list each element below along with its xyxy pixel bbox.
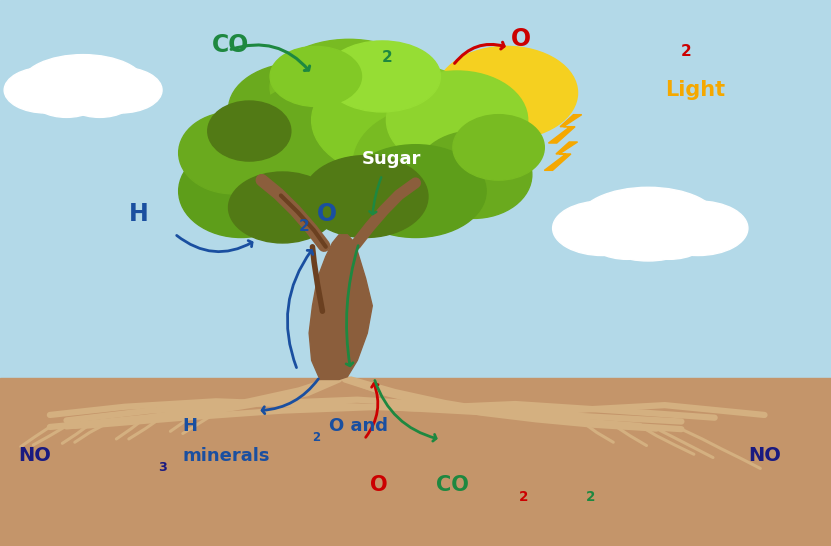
Text: H: H xyxy=(183,417,198,435)
Bar xyxy=(0,378,831,546)
Text: O: O xyxy=(370,476,387,495)
Ellipse shape xyxy=(353,106,511,221)
Ellipse shape xyxy=(32,79,101,117)
Ellipse shape xyxy=(229,63,370,156)
Text: minerals: minerals xyxy=(183,447,270,465)
Polygon shape xyxy=(544,142,578,170)
Polygon shape xyxy=(309,235,372,379)
Text: 2: 2 xyxy=(681,44,691,59)
Text: 2: 2 xyxy=(312,431,321,444)
Ellipse shape xyxy=(270,39,428,135)
Ellipse shape xyxy=(65,79,135,117)
Ellipse shape xyxy=(21,55,145,115)
Circle shape xyxy=(436,46,578,139)
Text: H: H xyxy=(129,202,149,226)
Text: 2: 2 xyxy=(519,490,529,504)
Ellipse shape xyxy=(79,67,162,113)
Text: 2: 2 xyxy=(586,490,595,504)
Ellipse shape xyxy=(345,145,486,238)
Ellipse shape xyxy=(602,219,694,261)
Text: 3: 3 xyxy=(158,461,167,474)
Text: NO: NO xyxy=(748,447,781,465)
Ellipse shape xyxy=(553,201,652,256)
Text: Sugar: Sugar xyxy=(361,150,420,168)
Ellipse shape xyxy=(179,112,287,194)
Text: O: O xyxy=(511,27,531,51)
Text: O and: O and xyxy=(329,417,388,435)
Text: O: O xyxy=(317,202,337,226)
Ellipse shape xyxy=(386,71,528,169)
Ellipse shape xyxy=(312,63,486,177)
Polygon shape xyxy=(548,115,582,143)
Ellipse shape xyxy=(416,131,532,218)
Text: Light: Light xyxy=(665,80,725,99)
Text: CO: CO xyxy=(436,476,470,495)
Ellipse shape xyxy=(204,101,361,227)
Ellipse shape xyxy=(208,101,291,161)
Text: NO: NO xyxy=(18,447,52,465)
Ellipse shape xyxy=(578,187,719,255)
Ellipse shape xyxy=(453,115,544,180)
Ellipse shape xyxy=(4,67,87,113)
Ellipse shape xyxy=(237,79,428,216)
Text: 2: 2 xyxy=(298,219,309,234)
Ellipse shape xyxy=(229,172,337,243)
Ellipse shape xyxy=(324,41,440,112)
Ellipse shape xyxy=(588,216,667,259)
Text: CO: CO xyxy=(212,33,249,57)
Ellipse shape xyxy=(270,46,361,106)
Ellipse shape xyxy=(303,156,428,238)
Ellipse shape xyxy=(648,201,748,256)
Ellipse shape xyxy=(629,216,709,259)
Ellipse shape xyxy=(179,145,303,238)
Text: 2: 2 xyxy=(381,50,392,64)
Bar xyxy=(0,0,831,379)
